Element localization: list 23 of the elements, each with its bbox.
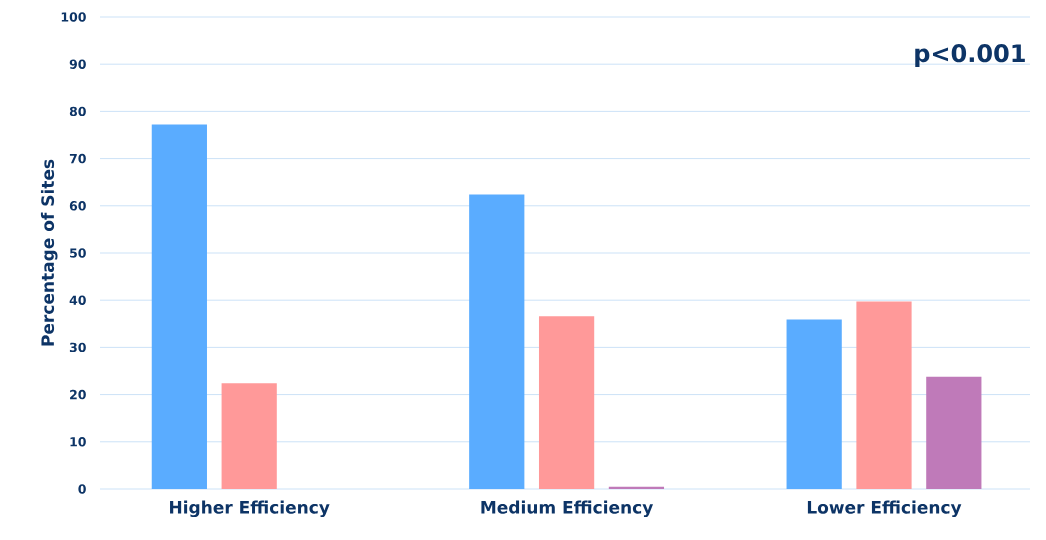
y-axis-title: Percentage of Sites	[40, 159, 58, 346]
bar	[151, 124, 207, 489]
y-tick-label: 40	[69, 295, 86, 305]
y-tick-label: 70	[69, 153, 86, 164]
x-tick-label: Higher Efficiency	[170, 500, 330, 518]
annotation: p<0.001	[915, 44, 1025, 67]
y-tick-label: 0	[78, 484, 86, 494]
y-tick-label: 20	[70, 389, 86, 400]
y-tick-label: 50	[70, 248, 86, 258]
bar	[469, 194, 525, 489]
y-tick-label: 60	[69, 201, 86, 211]
x-tick-label: Lower Efficiency	[807, 500, 962, 518]
y-tick-label: 100	[61, 12, 86, 22]
bar	[786, 319, 842, 489]
bar	[856, 301, 912, 489]
bar	[926, 376, 982, 489]
x-tick-label: Medium Efficiency	[481, 500, 654, 518]
y-tick-label: 80	[69, 106, 86, 117]
y-tick-label: 90	[69, 59, 86, 69]
y-tick-label: 30	[69, 342, 86, 353]
bar	[221, 383, 277, 489]
bar	[538, 316, 595, 489]
y-tick-label: 10	[70, 437, 86, 447]
